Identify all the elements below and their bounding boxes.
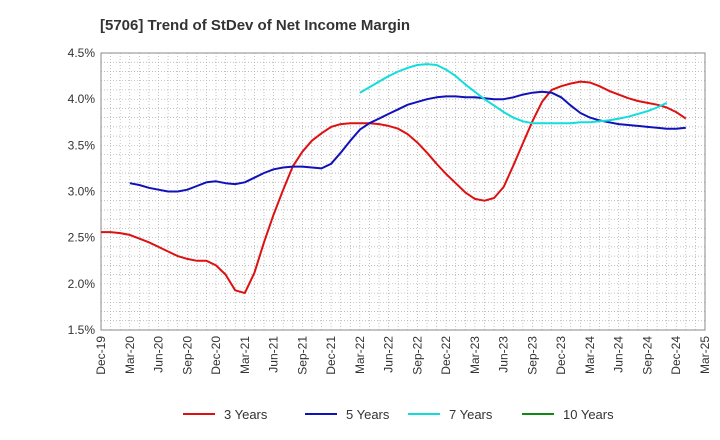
series-line-3-years xyxy=(101,80,687,295)
x-tick-label: Dec-22 xyxy=(439,336,453,375)
x-tick-label: Sep-21 xyxy=(295,336,309,375)
x-tick-label: Jun-20 xyxy=(152,336,166,373)
x-tick-label: Sep-23 xyxy=(525,336,539,375)
grid xyxy=(101,53,705,330)
legend-label: 7 Years xyxy=(449,407,493,422)
x-tick-label: Mar-20 xyxy=(123,336,137,374)
legend-label: 3 Years xyxy=(224,407,268,422)
legend-label: 5 Years xyxy=(346,407,390,422)
legend-item-7-years: 7 Years xyxy=(408,407,493,422)
x-tick-label: Jun-23 xyxy=(497,336,511,373)
x-tick-label: Jun-24 xyxy=(612,336,626,373)
y-tick-label: 4.5% xyxy=(68,46,96,60)
y-tick-label: 3.5% xyxy=(68,138,96,152)
x-tick-label: Dec-20 xyxy=(209,336,223,375)
legend-label: 10 Years xyxy=(563,407,614,422)
series-group xyxy=(101,63,687,295)
x-tick-label: Jun-21 xyxy=(267,336,281,373)
plot-area xyxy=(100,52,706,331)
x-tick-label: Jun-22 xyxy=(382,336,396,373)
y-tick-label: 3.0% xyxy=(68,185,96,199)
legend-item-3-years: 3 Years xyxy=(183,407,268,422)
x-tick-label: Dec-23 xyxy=(554,336,568,375)
x-tick-label: Mar-25 xyxy=(698,336,712,374)
x-tick-label: Mar-24 xyxy=(583,336,597,374)
x-tick-label: Sep-22 xyxy=(410,336,424,375)
y-tick-label: 2.5% xyxy=(68,231,96,245)
x-axis: Dec-19 Mar-20 Jun-20 Sep-20 Dec-20 Mar-21 Jun-… xyxy=(94,336,712,375)
y-axis: 1.5% 2.0% 2.5% 3.0% 3.5% 4.0% 4.5% xyxy=(68,46,96,337)
series-line-5-years xyxy=(129,90,686,193)
legend: 3 Years 5 Years 7 Years 10 Years xyxy=(183,407,614,422)
x-tick-label: Sep-20 xyxy=(180,336,194,375)
legend-item-10-years: 10 Years xyxy=(522,407,614,422)
x-tick-label: Dec-19 xyxy=(94,336,108,375)
chart-title: [5706] Trend of StDev of Net Income Marg… xyxy=(100,17,410,34)
y-tick-label: 2.0% xyxy=(68,277,96,291)
y-tick-label: 1.5% xyxy=(68,323,96,337)
x-tick-label: Mar-22 xyxy=(353,336,367,374)
x-tick-label: Dec-21 xyxy=(324,336,338,375)
x-tick-label: Mar-23 xyxy=(468,336,482,374)
y-tick-label: 4.0% xyxy=(68,92,96,106)
series-line-7-years xyxy=(359,63,668,125)
x-tick-label: Mar-21 xyxy=(238,336,252,374)
legend-item-5-years: 5 Years xyxy=(305,407,390,422)
x-tick-label: Sep-24 xyxy=(640,336,654,375)
x-tick-label: Dec-24 xyxy=(669,336,683,375)
